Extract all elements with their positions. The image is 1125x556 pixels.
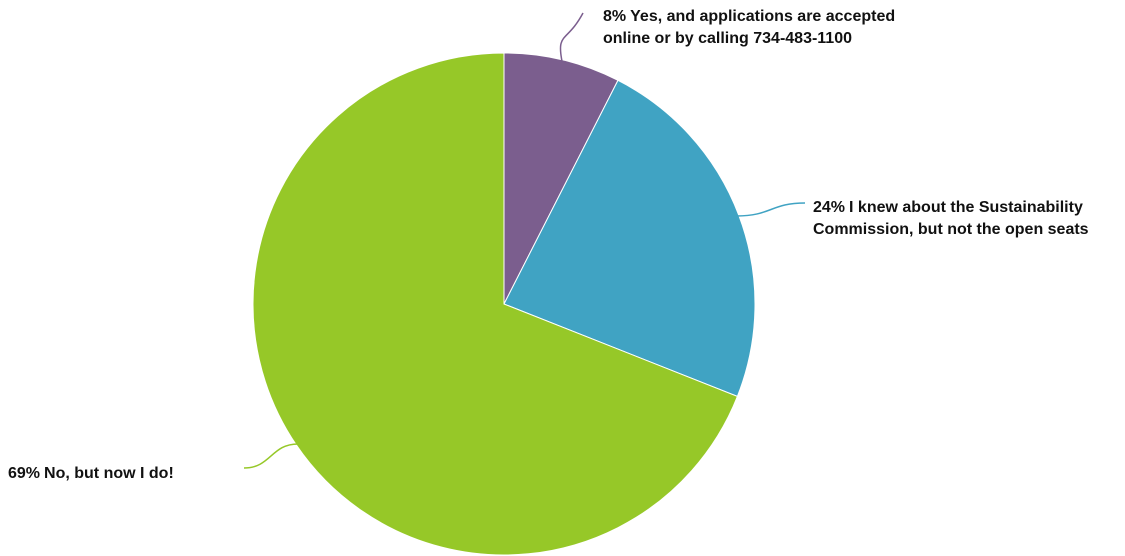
- leader-line-yes-applications: [559, 12, 584, 63]
- slice-label-knew-commission: 24% I knew about the Sustainability Commi…: [813, 197, 1113, 241]
- slice-percent-no-but-now: 69%: [8, 465, 41, 482]
- slice-label-no-but-now: 69% No, but now I do!: [8, 463, 248, 485]
- slice-label-yes-applications: 8% Yes, and applications are accepted onl…: [603, 6, 943, 50]
- pie-slice-no-but-now: [252, 52, 739, 556]
- slice-text-no-but-now: No, but now I do!: [44, 465, 174, 482]
- slice-text-yes-applications: Yes, and applications are accepted onlin…: [603, 8, 896, 47]
- slice-text-knew-commission: I knew about the Sustainability Commissi…: [813, 199, 1089, 238]
- leader-line-knew-commission: [736, 202, 806, 217]
- pie-slice-yes-applications: [503, 52, 619, 305]
- leader-line-no-but-now: [243, 443, 299, 469]
- slice-percent-knew-commission: 24%: [813, 199, 846, 216]
- slice-percent-yes-applications: 8%: [603, 8, 627, 25]
